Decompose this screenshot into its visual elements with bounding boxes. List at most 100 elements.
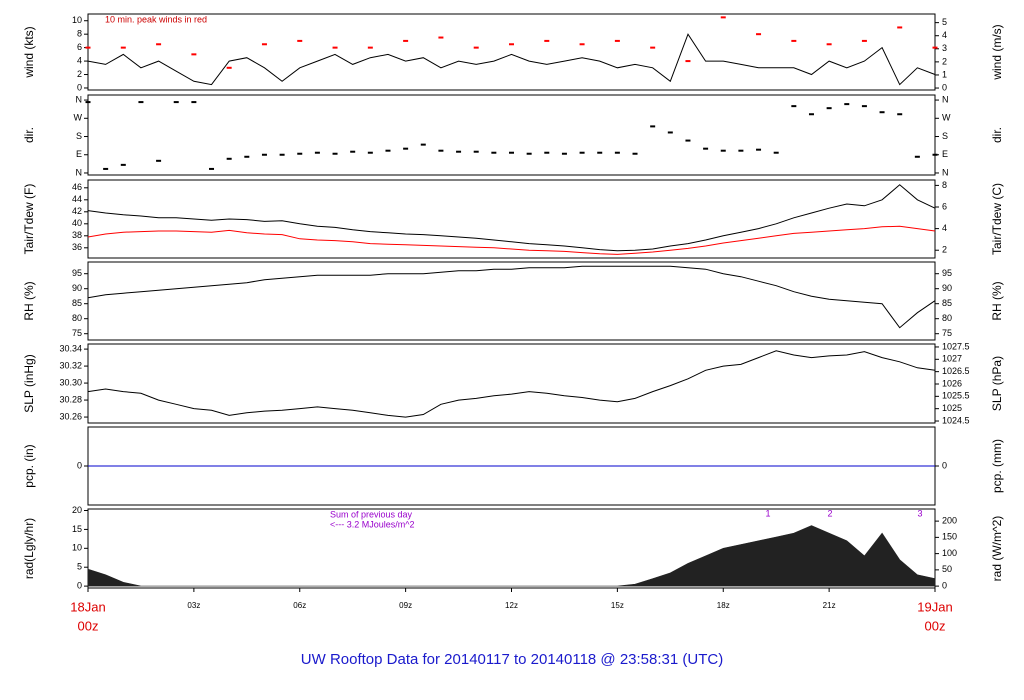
point [897,113,903,116]
y-tick-label: S [76,131,82,141]
point [773,151,779,154]
point [650,125,656,128]
point [897,26,903,29]
y-axis-label: RH (%) [22,281,36,320]
y-tick-label: 6 [77,42,82,52]
point [403,147,409,150]
point [526,152,532,155]
point [209,167,215,170]
y2-tick-label: 200 [942,515,957,525]
y-tick-label: 36 [72,242,82,252]
y-tick-label: E [76,149,82,159]
y-tick-label: 42 [72,206,82,216]
y2-tick-label: 50 [942,564,952,574]
point [138,101,144,104]
footer-title: UW Rooftop Data for 20140117 to 20140118… [301,651,723,668]
y-tick-label: 90 [72,283,82,293]
point [297,39,303,42]
point [826,107,832,110]
point [561,152,567,155]
point [156,159,162,162]
y2-tick-label: 2 [942,245,947,255]
y-tick-label: 30.28 [59,394,82,404]
point [861,39,867,42]
y2-tick-label: 1025.5 [942,391,970,401]
point [473,150,479,153]
point [279,153,285,156]
y2-tick-label: 5 [942,17,947,27]
point [597,151,603,154]
point [156,43,162,46]
y-tick-label: N [76,94,83,104]
point [85,101,91,104]
y2-axis-label: SLP (hPa) [990,356,1004,411]
point [703,147,709,150]
y-tick-label: 44 [72,194,82,204]
point [614,151,620,154]
y2-tick-label: N [942,167,949,177]
y-tick-label: 10 [72,543,82,553]
point [614,39,620,42]
y2-tick-label: 95 [942,268,952,278]
point [438,36,444,39]
annotation: 1 [765,508,770,518]
x-tick-label: 21z [823,601,836,610]
panel-frame [87,13,936,91]
y2-tick-label: 80 [942,313,952,323]
y2-tick-label: 100 [942,548,957,558]
y-tick-label: 0 [77,580,82,590]
point [879,111,885,114]
y-tick-label: 75 [72,328,82,338]
annotation: Sum of previous day [330,509,413,519]
y2-axis-label: pcp. (mm) [990,439,1004,493]
y-tick-label: 85 [72,298,82,308]
x-tick-label: 06z [293,601,306,610]
y-tick-label: 4 [77,55,82,65]
y-tick-label: 80 [72,313,82,323]
point [720,16,726,19]
y-tick-label: 30.30 [59,377,82,387]
point [579,43,585,46]
point [791,39,797,42]
y-axis-label: dir. [22,127,36,143]
y2-tick-label: 2 [942,56,947,66]
y-tick-label: 0 [77,460,82,470]
y-tick-label: W [74,113,83,123]
y-tick-label: 40 [72,218,82,228]
line [87,225,936,255]
point [544,151,550,154]
point [367,151,373,154]
date-label: 18Jan [70,599,105,614]
y2-tick-label: W [942,113,951,123]
point [932,46,938,49]
annotation: <--- 3.2 MJoules/m^2 [330,519,415,529]
x-tick-label: 15z [611,601,624,610]
y2-tick-label: 4 [942,30,947,40]
point [826,43,832,46]
point [509,43,514,46]
y2-tick-label: 85 [942,298,952,308]
y2-tick-label: N [942,94,949,104]
y2-tick-label: 0 [942,580,947,590]
annotation: 3 [917,508,922,518]
point [314,151,320,154]
x-tick-label: 09z [399,601,412,610]
point [191,53,197,56]
point [738,149,744,152]
point [261,43,267,46]
point [685,60,691,63]
y-axis-label: SLP (inHg) [22,354,36,412]
point [332,46,338,49]
point [632,152,638,155]
point [350,150,356,153]
y2-tick-label: 1 [942,69,947,79]
point [756,33,762,36]
point [226,66,232,69]
line [87,184,936,252]
y-tick-label: 30.32 [59,360,82,370]
point [756,148,762,151]
point [914,155,920,158]
y-tick-label: 2 [77,69,82,79]
point [367,46,373,49]
